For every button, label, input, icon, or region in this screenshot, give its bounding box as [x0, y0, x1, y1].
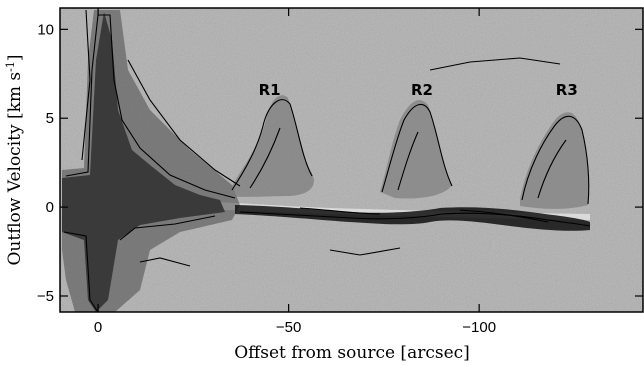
x-axis-title: Offset from source [arcsec] — [234, 343, 470, 363]
r1-emission — [230, 95, 314, 197]
y-axis-ticks: 10 5 0 −5 — [37, 21, 643, 305]
y-axis-title-end: ] — [5, 54, 25, 61]
region-label-r3: R3 — [556, 81, 578, 99]
y-tick-label: 5 — [46, 110, 54, 127]
x-axis-ticks: 0 −50 −100 — [94, 8, 496, 336]
contours — [63, 9, 591, 312]
region-label-r1: R1 — [259, 81, 281, 99]
region-label-r2: R2 — [411, 81, 433, 99]
region-annotations: R1 R2 R3 — [259, 81, 578, 99]
y-tick-label: 0 — [46, 199, 54, 216]
y-axis-title: Outflow Velocity [km s-1] — [4, 54, 25, 265]
y-tick-label: 10 — [37, 21, 54, 38]
x-tick-label: −100 — [462, 319, 496, 336]
plot-frame — [59, 7, 644, 313]
x-tick-label: 0 — [94, 319, 102, 336]
y-tick-label: −5 — [37, 288, 54, 305]
r3-emission — [520, 112, 589, 209]
y-axis-title-main: Outflow Velocity [km s — [5, 72, 25, 266]
y-axis-title-sup: -1 — [4, 61, 17, 72]
x-tick-label: −50 — [276, 319, 301, 336]
source-halo — [62, 10, 240, 312]
